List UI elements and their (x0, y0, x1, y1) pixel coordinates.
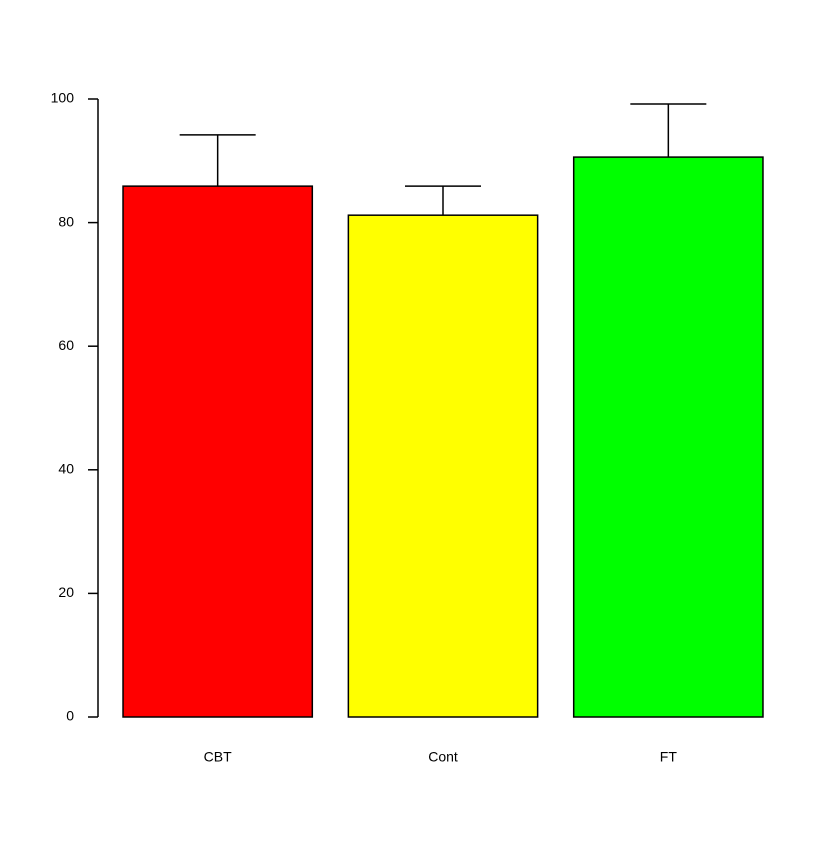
bar (347, 214, 539, 718)
y-tick-label: 100 (51, 90, 75, 106)
y-tick-label: 20 (58, 584, 74, 600)
y-tick-label: 60 (58, 337, 74, 353)
bar (122, 185, 314, 718)
x-tick-label: CBT (204, 749, 232, 765)
y-tick-label: 40 (58, 461, 74, 477)
bar (572, 156, 764, 718)
y-tick-label: 0 (66, 708, 74, 724)
y-tick-label: 80 (58, 213, 74, 229)
x-tick-label: Cont (428, 749, 458, 765)
x-tick-label: FT (660, 749, 678, 765)
